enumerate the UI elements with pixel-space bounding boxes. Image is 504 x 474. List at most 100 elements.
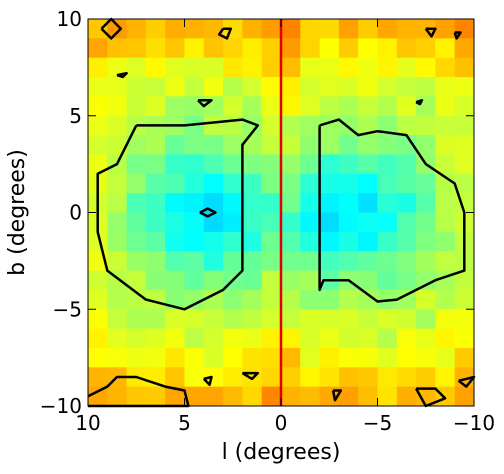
heatmap-cell bbox=[416, 96, 436, 117]
heatmap-cell bbox=[300, 212, 321, 233]
x-tick-label: −5 bbox=[363, 411, 392, 435]
heatmap-cell bbox=[126, 38, 147, 59]
heatmap-cell bbox=[281, 135, 301, 155]
x-tick-label: 5 bbox=[178, 411, 191, 435]
heatmap-cell bbox=[358, 96, 378, 117]
heatmap-cell bbox=[281, 19, 301, 39]
contour-blob-top-left bbox=[100, 17, 123, 40]
heatmap-cell bbox=[377, 38, 398, 59]
heatmap-cell bbox=[300, 270, 321, 291]
heatmap-cell bbox=[377, 154, 398, 175]
heatmap-cell bbox=[184, 386, 205, 407]
heatmap-cell bbox=[300, 19, 321, 39]
heatmap-cell bbox=[454, 135, 475, 155]
heatmap-cell bbox=[300, 77, 321, 97]
heatmap-cell bbox=[396, 57, 417, 78]
heatmap-cell bbox=[416, 270, 436, 291]
heatmap-cell bbox=[165, 231, 185, 252]
heatmap-cell bbox=[107, 38, 128, 59]
heatmap-cell bbox=[223, 38, 243, 59]
heatmap-cell bbox=[454, 57, 475, 78]
contour-right-lobe bbox=[318, 118, 466, 303]
heatmap-cell bbox=[145, 57, 166, 78]
heatmap-cell bbox=[377, 212, 398, 233]
heatmap-cell bbox=[223, 231, 243, 252]
heatmap-cell bbox=[319, 367, 340, 388]
contour-blob-left-7 bbox=[116, 71, 128, 79]
heatmap-cell bbox=[184, 309, 205, 330]
heatmap-cell bbox=[396, 193, 417, 213]
heatmap-cell bbox=[358, 251, 378, 272]
heatmap-cell bbox=[107, 173, 128, 194]
heatmap-cell bbox=[261, 328, 282, 349]
contour-blob-bottom-right-1 bbox=[331, 389, 343, 402]
heatmap-cell bbox=[107, 193, 128, 213]
heatmap-cell bbox=[377, 386, 398, 407]
heatmap-cell bbox=[435, 77, 456, 97]
heatmap-cell bbox=[396, 115, 417, 136]
heatmap-cell bbox=[396, 328, 417, 349]
heatmap-cell bbox=[281, 328, 301, 349]
heatmap-cell bbox=[145, 212, 166, 233]
heatmap-cell bbox=[184, 154, 205, 175]
heatmap-cell bbox=[184, 135, 205, 155]
heatmap-cell bbox=[184, 328, 205, 349]
heatmap-cell bbox=[107, 135, 128, 155]
heatmap-cell bbox=[396, 347, 417, 368]
heatmap-cell bbox=[358, 347, 378, 368]
heatmap-cell bbox=[145, 19, 166, 39]
heatmap-cell bbox=[145, 386, 166, 407]
heatmap-cell bbox=[126, 96, 147, 117]
heatmap-cell bbox=[300, 367, 321, 388]
heatmap-cell bbox=[396, 367, 417, 388]
heatmap-cell bbox=[454, 309, 475, 330]
heatmap-cell bbox=[126, 193, 147, 213]
heatmap-cell bbox=[300, 38, 321, 59]
heatmap-cell bbox=[223, 96, 243, 117]
heatmap-cell bbox=[88, 19, 108, 39]
heatmap-cell bbox=[319, 251, 340, 272]
heatmap-cell bbox=[184, 193, 205, 213]
heatmap-cell bbox=[338, 289, 359, 310]
contour-center-dot-left bbox=[199, 207, 217, 218]
heatmap-cell bbox=[435, 154, 456, 175]
heatmap-cell bbox=[358, 231, 378, 252]
heatmap-cell bbox=[88, 367, 108, 388]
heatmap-cell bbox=[416, 251, 436, 272]
heatmap-cell bbox=[261, 57, 282, 78]
heatmap-cell bbox=[300, 173, 321, 194]
heatmap-cell bbox=[184, 289, 205, 310]
heatmap-cell bbox=[454, 77, 475, 97]
heatmap-cell bbox=[358, 154, 378, 175]
heatmap-cell bbox=[88, 386, 108, 407]
axis-ticks: 10 5 0 −5 −10 −10 −5 0 5 10 bbox=[40, 7, 495, 435]
heatmap-cell bbox=[242, 77, 263, 97]
heatmap-cell bbox=[358, 57, 378, 78]
heatmap-cell bbox=[88, 309, 108, 330]
heatmap-cell bbox=[281, 173, 301, 194]
heatmap-cell bbox=[203, 38, 224, 59]
heatmap-cell bbox=[261, 231, 282, 252]
heatmap-cell bbox=[319, 154, 340, 175]
heatmap-cell bbox=[377, 328, 398, 349]
heatmap-cell bbox=[126, 231, 147, 252]
heatmap-cell bbox=[396, 289, 417, 310]
heatmap-cell bbox=[242, 96, 263, 117]
heatmap-cell bbox=[377, 270, 398, 291]
heatmap-cell bbox=[223, 135, 243, 155]
heatmap-cell bbox=[223, 289, 243, 310]
heatmap-cell bbox=[203, 270, 224, 291]
heatmap-cell bbox=[281, 154, 301, 175]
heatmap-cell bbox=[242, 173, 263, 194]
heatmap-cell bbox=[338, 77, 359, 97]
heatmap-cell bbox=[223, 154, 243, 175]
heatmap-cell bbox=[300, 231, 321, 252]
heatmap-cell bbox=[184, 77, 205, 97]
heatmap-cell bbox=[145, 251, 166, 272]
heatmap-cell bbox=[107, 77, 128, 97]
heatmap-cell bbox=[88, 328, 108, 349]
heatmap-cell bbox=[88, 96, 108, 117]
heatmap-cell bbox=[88, 231, 108, 252]
heatmap-cell bbox=[165, 251, 185, 272]
heatmap-cell bbox=[281, 270, 301, 291]
